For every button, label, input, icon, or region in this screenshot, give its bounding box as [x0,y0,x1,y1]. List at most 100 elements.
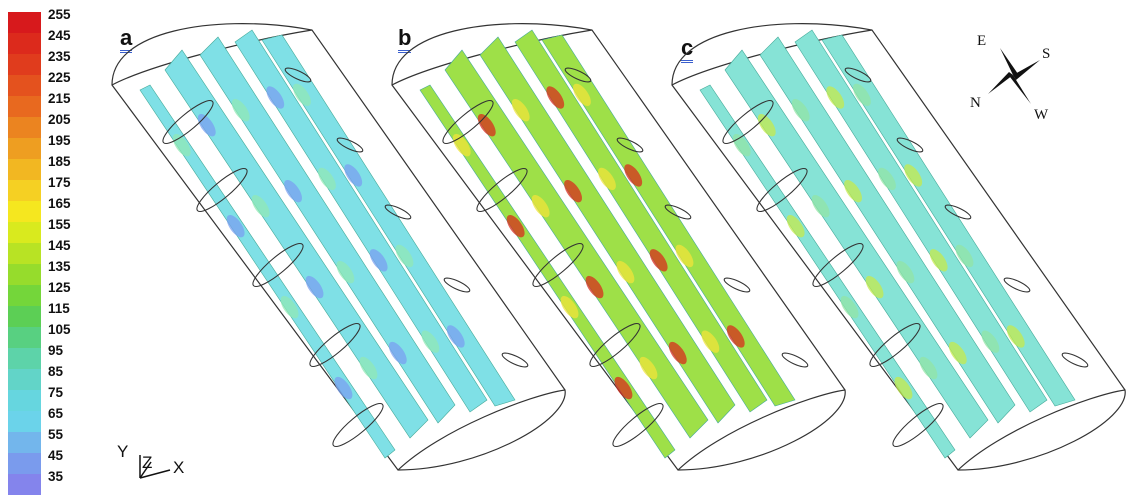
temperature-patch [929,249,948,272]
color-scale-tick: 185 [48,154,71,169]
color-scale-tick: 225 [48,70,71,85]
tube-slab [821,34,1076,407]
temperature-patch [726,325,745,348]
vent-ring [443,277,471,293]
vent-ring [384,204,412,220]
vent-ring [1003,277,1031,293]
temperature-patch [624,164,643,187]
color-swatch [8,117,41,138]
vent-ring [196,167,248,213]
vent-ring [781,352,809,368]
temperature-patch [231,99,250,122]
panel-a-label: a [120,27,133,53]
x-axis-line [139,469,171,479]
panel-c-label: c [681,37,694,63]
color-scale-tick: 235 [48,49,71,64]
temperature-patch [675,244,694,268]
vent-ring [1061,352,1089,368]
color-scale-tick: 175 [48,175,71,190]
vessel-bottom-rim [677,389,846,471]
vent-ring [664,204,692,220]
vent-ring [309,322,361,368]
panel-b-label: b [398,27,412,53]
color-swatch [8,327,41,348]
color-swatch [8,306,41,327]
vent-ring [284,67,312,83]
temperature-patch [531,194,550,218]
color-scale-tick: 95 [48,343,64,358]
vent-ring [501,352,529,368]
tube-slab [794,29,1048,413]
tube-slab [759,36,1016,424]
z-axis-label: Z [142,453,152,472]
temperature-patch [560,295,579,319]
color-swatch [8,348,41,369]
tube-slab [139,84,396,459]
temperature-patch [293,83,311,107]
y-axis-label: Y [117,442,128,461]
color-scale-tick: 75 [48,385,64,400]
temperature-patch [844,179,862,203]
vent-ring [336,137,364,153]
compass-west-label: W [1034,107,1049,123]
color-scale-tick: 245 [48,28,71,43]
vent-ring [616,137,644,153]
vent-ring [532,242,584,288]
color-scale-tick: 115 [48,301,70,316]
color-scale-tick: 135 [48,259,71,274]
color-scale-tick: 85 [48,364,64,379]
color-swatch [8,243,41,264]
tube-slab [699,84,956,459]
temperature-patch [919,356,938,380]
panel-b [391,23,846,471]
vent-ring [896,137,924,153]
temperature-patch [639,356,658,380]
color-swatch [8,285,41,306]
vent-ring [892,402,944,448]
vent-ring [722,99,774,145]
temperature-patch [318,167,336,191]
vent-ring [869,322,921,368]
temperature-patch [359,356,378,380]
temperature-patch [546,86,565,109]
vent-ring [252,242,304,288]
color-swatch [8,54,41,75]
temperature-patch [649,249,668,272]
color-swatch [8,180,41,201]
temperature-patch [334,376,353,400]
panel-a [111,23,566,471]
vent-ring [844,67,872,83]
temperature-patch [981,330,1000,353]
temperature-patch [865,275,884,299]
temperature-patch [1006,325,1025,348]
color-swatch [8,12,41,33]
vent-ring [589,322,641,368]
temperature-patch [395,244,414,268]
color-scale-tick: 205 [48,112,71,127]
color-swatch [8,453,41,474]
color-scale-tick: 215 [48,91,71,106]
temperature-patch [786,214,805,238]
vent-ring [756,167,808,213]
tube-slab [419,84,676,459]
color-scale-tick: 125 [48,280,71,295]
color-swatch [8,159,41,180]
color-swatch [8,138,41,159]
temperature-patch [280,295,299,319]
color-swatch [8,96,41,117]
temperature-patch [284,179,302,203]
temperature-patch [344,164,363,187]
temperature-patch [668,341,687,365]
x-axis-label: X [173,458,184,477]
temperature-patch [564,179,582,203]
color-scale-tick: 255 [48,7,71,22]
compass-icon: E S N W [970,33,1050,123]
temperature-patch [226,214,245,238]
temperature-patch [573,83,591,107]
color-scale-tick: 45 [48,448,64,463]
vent-ring [944,204,972,220]
temperature-patch [896,260,915,284]
temperature-patch [904,164,923,187]
color-swatch [8,33,41,54]
